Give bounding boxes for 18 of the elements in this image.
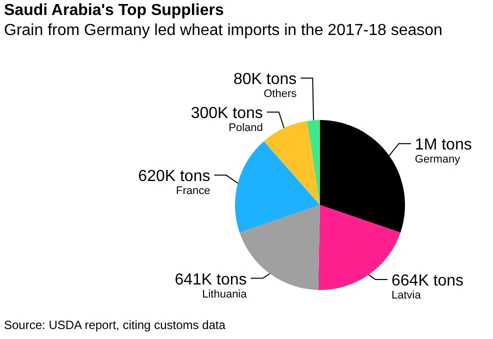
chart-subtitle: Grain from Germany led wheat imports in the 2017-18 season <box>4 22 442 40</box>
data-label: 1M tons <box>414 136 472 154</box>
pie-slice <box>264 120 320 205</box>
slice-label: Germany <box>414 154 461 166</box>
slice-label: Others <box>264 88 298 100</box>
slice-label: Latvia <box>392 290 422 302</box>
slice-label: France <box>176 185 210 198</box>
chart-title: Saudi Arabia's Top Suppliers <box>4 2 224 20</box>
data-label: 664K tons <box>392 272 464 290</box>
data-label: 80K tons <box>233 71 297 88</box>
pie-slice <box>235 141 320 233</box>
source-note: Source: USDA report, citing customs data <box>4 318 226 332</box>
data-label: 641K tons <box>174 271 247 288</box>
slice-label: Poland <box>228 122 263 134</box>
slice-label: Lithuania <box>202 288 248 300</box>
data-label: 300K tons <box>190 105 263 122</box>
pie-slice <box>307 120 320 205</box>
data-label: 620K tons <box>138 168 210 186</box>
